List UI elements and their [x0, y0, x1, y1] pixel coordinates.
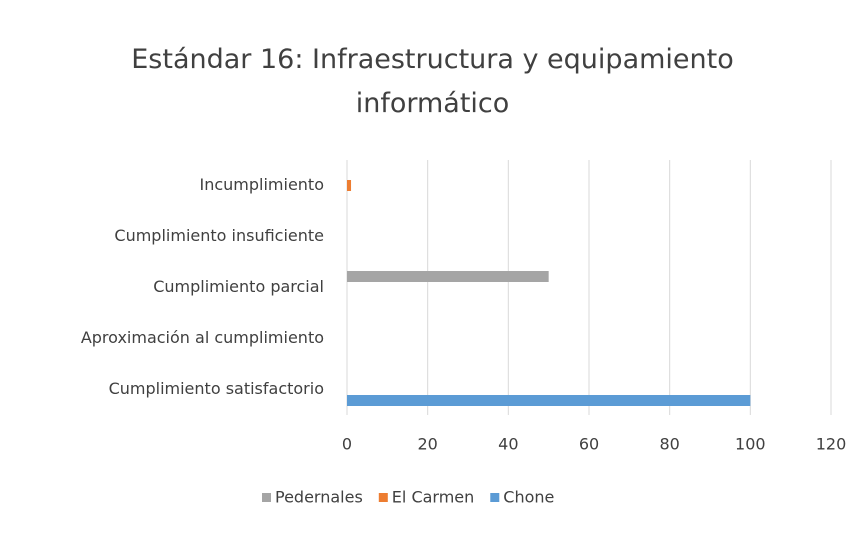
legend-swatch — [490, 493, 500, 502]
legend-label: Chone — [503, 488, 554, 507]
x-tick-label: 120 — [816, 435, 847, 454]
bar — [347, 271, 549, 282]
chart-title: Estándar 16: Infraestructura y equipamie… — [131, 44, 734, 119]
legend-swatch — [378, 493, 388, 502]
legend-label: El Carmen — [392, 488, 474, 507]
y-tick-label: Incumplimiento — [199, 175, 324, 194]
bar — [347, 180, 352, 191]
x-tick-label: 20 — [417, 435, 437, 454]
bar — [347, 395, 751, 406]
legend-swatch — [262, 493, 271, 502]
x-tick-label: 0 — [342, 435, 352, 454]
y-tick-label: Cumplimiento parcial — [153, 277, 324, 296]
y-tick-label: Cumplimiento insuficiente — [114, 226, 324, 245]
x-tick-label: 60 — [579, 435, 599, 454]
y-tick-label: Cumplimiento satisfactorio — [109, 379, 324, 398]
x-tick-label: 80 — [659, 435, 679, 454]
legend-label: Pedernales — [275, 488, 363, 507]
x-tick-label: 40 — [498, 435, 518, 454]
x-tick-label: 100 — [735, 435, 766, 454]
y-tick-label: Aproximación al cumplimiento — [81, 328, 324, 347]
